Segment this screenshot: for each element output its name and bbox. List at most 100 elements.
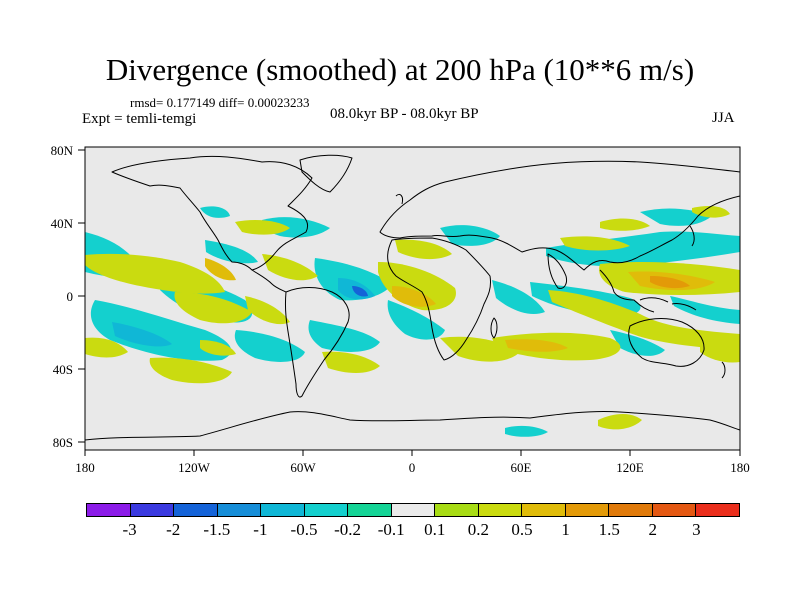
field-patch bbox=[205, 258, 236, 281]
field-patch bbox=[610, 330, 665, 356]
period-label: 08.0kyr BP - 08.0kyr BP bbox=[330, 106, 479, 122]
colorbar-box bbox=[348, 504, 392, 516]
coastline-africa bbox=[387, 237, 491, 361]
coastline-antarctica bbox=[85, 410, 740, 441]
coastline-japan bbox=[689, 225, 695, 247]
colorbar-label: -2 bbox=[166, 520, 181, 539]
lon-label-60w: 60W bbox=[290, 460, 316, 475]
field-patch bbox=[262, 254, 318, 281]
field-patch bbox=[245, 296, 290, 325]
season-label: JJA bbox=[712, 110, 735, 126]
coastline-southeast-asia bbox=[599, 269, 655, 313]
coastline-north-america bbox=[111, 155, 313, 271]
colorbar-label: 1.5 bbox=[598, 520, 620, 539]
lat-label-40n: 40N bbox=[51, 216, 74, 231]
field-patch bbox=[548, 290, 740, 350]
colorbar bbox=[86, 503, 740, 517]
field-patch bbox=[560, 236, 630, 251]
field-patch bbox=[492, 280, 545, 315]
field-patch bbox=[200, 206, 230, 218]
lon-label-120w: 120W bbox=[178, 460, 211, 475]
colorbar-box bbox=[261, 504, 305, 516]
field-patch bbox=[85, 253, 225, 294]
field-patch bbox=[322, 351, 380, 373]
field-patch bbox=[149, 357, 232, 384]
colorbar-box bbox=[391, 504, 436, 516]
field-patch bbox=[505, 425, 548, 437]
coastline-central-america bbox=[251, 269, 287, 293]
colorbar-box bbox=[696, 504, 739, 516]
colorbar-box bbox=[435, 504, 479, 516]
colorbar-box bbox=[609, 504, 653, 516]
colorbar-box bbox=[652, 504, 697, 516]
lon-label-0: 0 bbox=[409, 460, 416, 475]
field-patch bbox=[546, 231, 740, 267]
colorbar-label: 0.2 bbox=[467, 520, 490, 539]
colorbar-label: -1.5 bbox=[203, 520, 231, 539]
lat-label-80n: 80N bbox=[51, 143, 74, 158]
field-patch bbox=[205, 240, 258, 264]
coastline-british-isles bbox=[395, 193, 403, 205]
field-patch bbox=[395, 239, 452, 260]
field-patch bbox=[600, 218, 650, 231]
colorbar-box bbox=[478, 504, 523, 516]
colorbar-box bbox=[217, 504, 262, 516]
coastline-indonesia bbox=[639, 297, 697, 311]
colorbar-label: 0.1 bbox=[424, 520, 446, 539]
coastline-greenland bbox=[299, 154, 353, 193]
field-patch bbox=[308, 320, 380, 352]
colorbar-box bbox=[130, 504, 175, 516]
colorbar-label: 1 bbox=[561, 520, 570, 539]
field-patch bbox=[387, 300, 445, 340]
colorbar-label: 0.5 bbox=[511, 520, 533, 539]
experiment-label: Expt = temli-temgi bbox=[82, 111, 197, 127]
divergence-field bbox=[85, 206, 740, 437]
colorbar-label: 2 bbox=[648, 520, 658, 539]
lat-label-40s: 40S bbox=[53, 362, 73, 377]
field-patch bbox=[352, 286, 368, 297]
lat-label-80s: 80S bbox=[53, 435, 73, 450]
field-patch bbox=[314, 258, 392, 301]
field-patch bbox=[440, 336, 520, 362]
coastline-south-america bbox=[285, 287, 350, 398]
field-patch bbox=[700, 339, 740, 363]
coastline-india bbox=[547, 253, 567, 289]
statistics-text: rmsd= 0.177149 diff= 0.00023233 bbox=[130, 95, 310, 110]
field-patch bbox=[692, 206, 730, 218]
colorbar-label: -1 bbox=[253, 520, 268, 539]
coastline-madagascar bbox=[490, 317, 498, 339]
colorbar-label: -0.5 bbox=[290, 520, 318, 539]
colorbar-box bbox=[304, 504, 349, 516]
field-patch bbox=[112, 322, 172, 347]
colorbar-box bbox=[174, 504, 218, 516]
lon-label-180e: 180 bbox=[730, 460, 750, 475]
field-patch bbox=[392, 286, 436, 307]
colorbar-box bbox=[87, 504, 131, 516]
colorbar-label: -0.1 bbox=[377, 520, 405, 539]
field-patch bbox=[200, 340, 236, 356]
lat-label-0: 0 bbox=[67, 289, 74, 304]
coastlines bbox=[85, 154, 740, 441]
coastline-new-zealand bbox=[721, 361, 726, 379]
field-patch bbox=[90, 300, 232, 361]
coastline-europe-asia bbox=[379, 160, 740, 271]
lon-label-120e: 120E bbox=[616, 460, 644, 475]
coastline-australia bbox=[628, 318, 705, 367]
colorbar-box bbox=[522, 504, 566, 516]
tick-marks bbox=[78, 149, 741, 456]
field-patch bbox=[505, 339, 568, 352]
lon-label-180w: 180 bbox=[75, 460, 95, 475]
field-patch bbox=[235, 220, 290, 235]
colorbar-box bbox=[565, 504, 610, 516]
field-patch bbox=[174, 292, 252, 324]
colorbar-label: 3 bbox=[692, 520, 701, 539]
lon-label-60e: 60E bbox=[511, 460, 532, 475]
field-patch bbox=[85, 337, 128, 358]
field-patch bbox=[650, 276, 690, 289]
field-patch bbox=[234, 330, 305, 362]
chart-title: Divergence (smoothed) at 200 hPa (10**6 … bbox=[105, 52, 695, 87]
colorbar-label: -0.2 bbox=[334, 520, 362, 539]
colorbar-label: -3 bbox=[122, 520, 137, 539]
field-patch bbox=[670, 296, 740, 324]
